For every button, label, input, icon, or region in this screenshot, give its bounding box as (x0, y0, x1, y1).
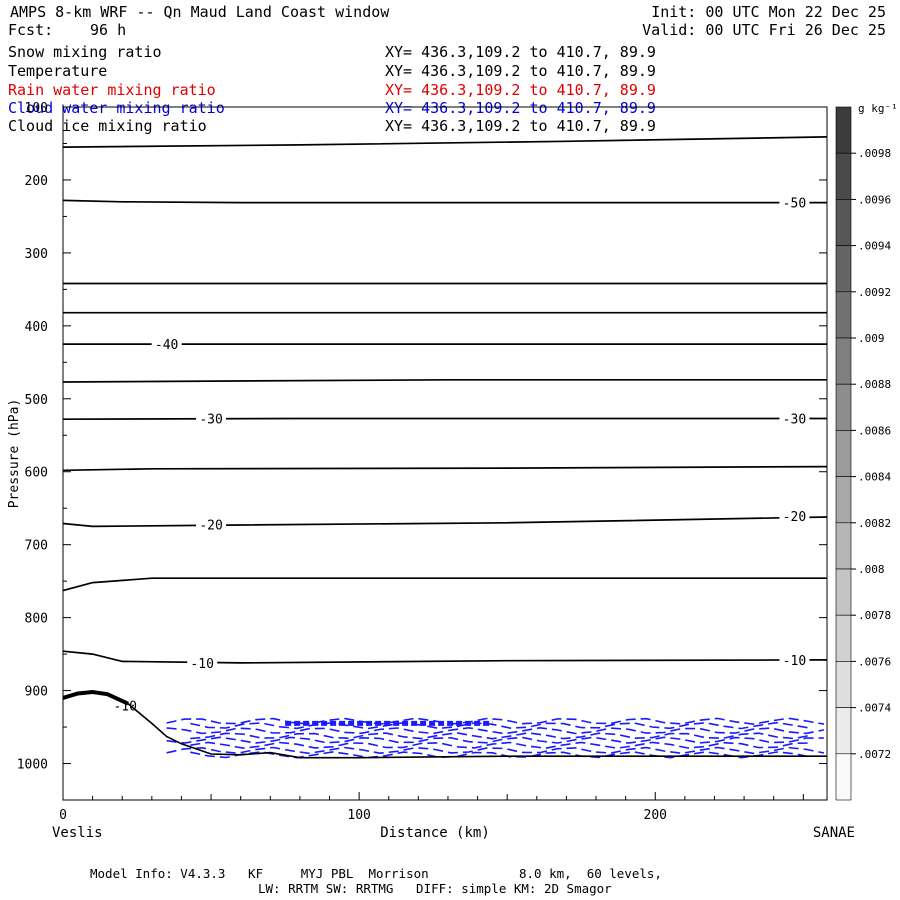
x-start-location: Veslis (52, 825, 103, 841)
contour-label: -30 (783, 412, 806, 427)
terrain-peak (62, 689, 129, 706)
contour-label: -50 (783, 197, 806, 212)
colorbar-label: .0092 (858, 286, 891, 299)
cloud-water-contour (166, 717, 825, 725)
colorbar-swatch (835, 614, 852, 662)
contour-label: -30 (199, 412, 222, 427)
y-tick-label: 500 (25, 393, 48, 408)
colorbar-swatch (835, 430, 852, 477)
y-axis-label: Pressure (hPa) (7, 399, 22, 509)
colorbar-swatch (835, 753, 852, 801)
var-xy-temperature: XY= 436.3,109.2 to 410.7, 89.9 (385, 62, 656, 80)
colorbar-swatch (835, 199, 852, 246)
colorbar-swatch (835, 152, 852, 200)
colorbar-label: .0078 (858, 609, 891, 622)
colorbar-label: .0094 (858, 240, 891, 253)
plot-frame (62, 106, 828, 801)
colorbar-label: .0086 (858, 424, 891, 437)
colorbar-swatch (835, 522, 852, 570)
init-time: Init: 00 UTC Mon 22 Dec 25 (651, 3, 886, 21)
colorbar-label: .0084 (858, 471, 891, 484)
contour-label-bg (779, 652, 810, 667)
var-xy-cloud-water: XY= 436.3,109.2 to 410.7, 89.9 (385, 99, 656, 117)
colorbar-unit: g kg⁻¹ (858, 102, 898, 115)
temperature-contour (62, 465, 828, 472)
forecast-value: 96 h (90, 21, 127, 39)
temperature-contour (62, 417, 827, 421)
contour-label-bg (779, 411, 810, 426)
temperature-contour (62, 378, 827, 383)
x-axis-label: Distance (km) (380, 825, 490, 841)
contour-label-bg (196, 517, 227, 532)
var-name-snow: Snow mixing ratio (8, 43, 162, 61)
model-info-line1: Model Info: V4.3.3 KF MYJ PBL Morrison 8… (90, 866, 662, 881)
contour-label-bg (187, 655, 218, 670)
cloud-water-contour (166, 736, 825, 744)
y-tick-label: 700 (25, 539, 48, 554)
x-end-location: SANAE (813, 825, 855, 841)
colorbar-swatch (835, 337, 852, 385)
contour-label: -10 (190, 657, 213, 672)
colorbar-swatch (835, 106, 852, 154)
contour-label: -40 (155, 338, 178, 353)
colorbar-label: .0074 (858, 702, 891, 715)
var-xy-cloud-ice: XY= 436.3,109.2 to 410.7, 89.9 (385, 117, 656, 135)
colorbar-swatch (835, 476, 852, 524)
colorbar-swatch (835, 245, 852, 293)
colorbar-label: .0096 (858, 193, 891, 206)
valid-time: Valid: 00 UTC Fri 26 Dec 25 (642, 21, 886, 39)
cloud-water-contour (190, 721, 813, 730)
y-tick-label: 1000 (17, 758, 48, 773)
var-name-rain: Rain water mixing ratio (8, 81, 216, 99)
y-tick-label: 200 (25, 174, 48, 189)
colorbar-swatch (835, 383, 852, 431)
contour-label-bg (779, 509, 810, 524)
y-tick-label: 100 (25, 101, 48, 116)
chart-title: AMPS 8-km WRF -- Qn Maud Land Coast wind… (10, 3, 390, 21)
colorbar-swatch (835, 707, 852, 755)
y-tick-label: 900 (25, 685, 48, 700)
colorbar-swatch (835, 568, 852, 616)
temperature-contour (62, 577, 827, 592)
y-tick-label: 800 (25, 612, 48, 627)
contour-label-bg (151, 337, 182, 352)
cloud-water-contour (166, 746, 825, 755)
cloud-water-contour (166, 726, 825, 735)
temperature-contour (62, 650, 828, 664)
var-xy-rain: XY= 436.3,109.2 to 410.7, 89.9 (385, 81, 656, 99)
forecast-label: Fcst: (8, 21, 54, 39)
y-tick-label: 600 (25, 466, 48, 481)
temperature-contour (62, 516, 828, 528)
colorbar-label: .0072 (858, 748, 891, 761)
colorbar-label: .0076 (858, 655, 891, 668)
contour-label-bg (196, 411, 227, 426)
var-name-cloud-ice: Cloud ice mixing ratio (8, 117, 207, 135)
contour-label-bg (779, 195, 810, 210)
colorbar-label: .009 (858, 332, 885, 345)
x-tick-label: 200 (644, 808, 667, 823)
model-info-line2: LW: RRTM SW: RRTMG DIFF: simple KM: 2D S… (258, 881, 612, 896)
x-tick-label: 100 (347, 808, 370, 823)
colorbar-label: .008 (858, 563, 885, 576)
var-xy-snow: XY= 436.3,109.2 to 410.7, 89.9 (385, 43, 656, 61)
var-name-temperature: Temperature (8, 62, 108, 80)
contour-label: -10 (783, 654, 806, 669)
colorbar-label: .0082 (858, 517, 891, 530)
colorbar-swatch (835, 291, 852, 339)
temperature-contour (62, 199, 827, 204)
colorbar-label: .0098 (858, 147, 891, 160)
colorbar-label: .0088 (858, 378, 891, 391)
contour-label: -10 (113, 700, 136, 715)
var-name-cloud-water: Cloud water mixing ratio (8, 99, 225, 117)
contour-label: -20 (199, 518, 222, 533)
temperature-contour (62, 136, 828, 148)
contour-label: -20 (783, 510, 806, 525)
x-tick-label: 0 (59, 808, 67, 823)
colorbar-swatch (835, 661, 852, 708)
y-tick-label: 300 (25, 247, 48, 262)
y-tick-label: 400 (25, 320, 48, 335)
